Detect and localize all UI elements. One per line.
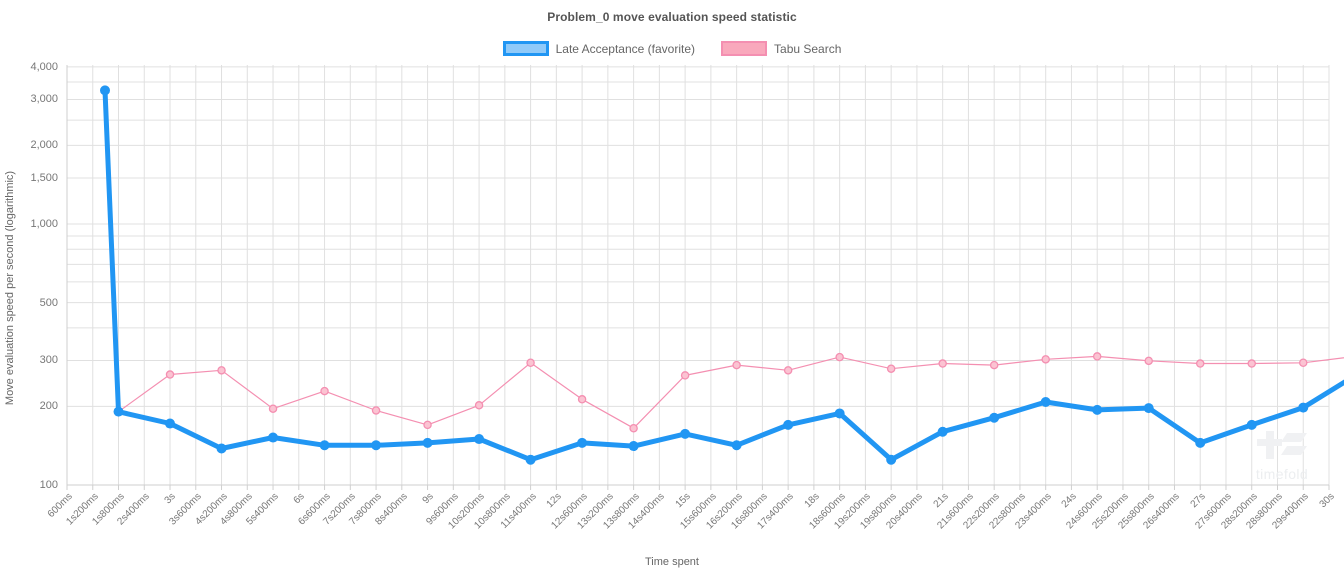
y-tick-label: 1,000 (30, 218, 58, 230)
y-tick-label: 1,500 (30, 172, 58, 185)
legend-label-tabu-search: Tabu Search (774, 41, 842, 56)
plot-svg (66, 65, 1344, 490)
series-tabu-search (100, 86, 1344, 433)
x-axis-ticks (66, 485, 1330, 490)
y-tick-label: 500 (39, 296, 58, 309)
chart-legend: Late Acceptance (favorite) Tabu Search (0, 41, 1344, 56)
series-late-acceptance (100, 85, 1344, 465)
y-tick-label: 100 (39, 479, 58, 491)
plot-area (66, 65, 1344, 490)
y-tick-label: 2,000 (30, 139, 58, 152)
x-axis-title: Time spent (644, 556, 699, 568)
y-tick-label: 4,000 (30, 60, 58, 73)
y-tick-label: 300 (39, 354, 58, 367)
legend-label-late-acceptance: Late Acceptance (favorite) (555, 41, 696, 56)
page-title: Problem_0 move evaluation speed statisti… (547, 10, 797, 24)
y-axis-tick-labels: 100 200 300 500 1,000 1,500 2,000 3,000 4,000 (0, 0, 67, 575)
y-tick-label: 200 (39, 400, 58, 413)
legend-item-late-acceptance[interactable]: Late Acceptance (favorite) (502, 41, 696, 56)
legend-swatch-pink-icon (721, 41, 768, 56)
legend-swatch-blue-icon (502, 41, 549, 56)
y-tick-label: 3,000 (30, 93, 58, 106)
legend-item-tabu-search[interactable]: Tabu Search (721, 41, 841, 56)
